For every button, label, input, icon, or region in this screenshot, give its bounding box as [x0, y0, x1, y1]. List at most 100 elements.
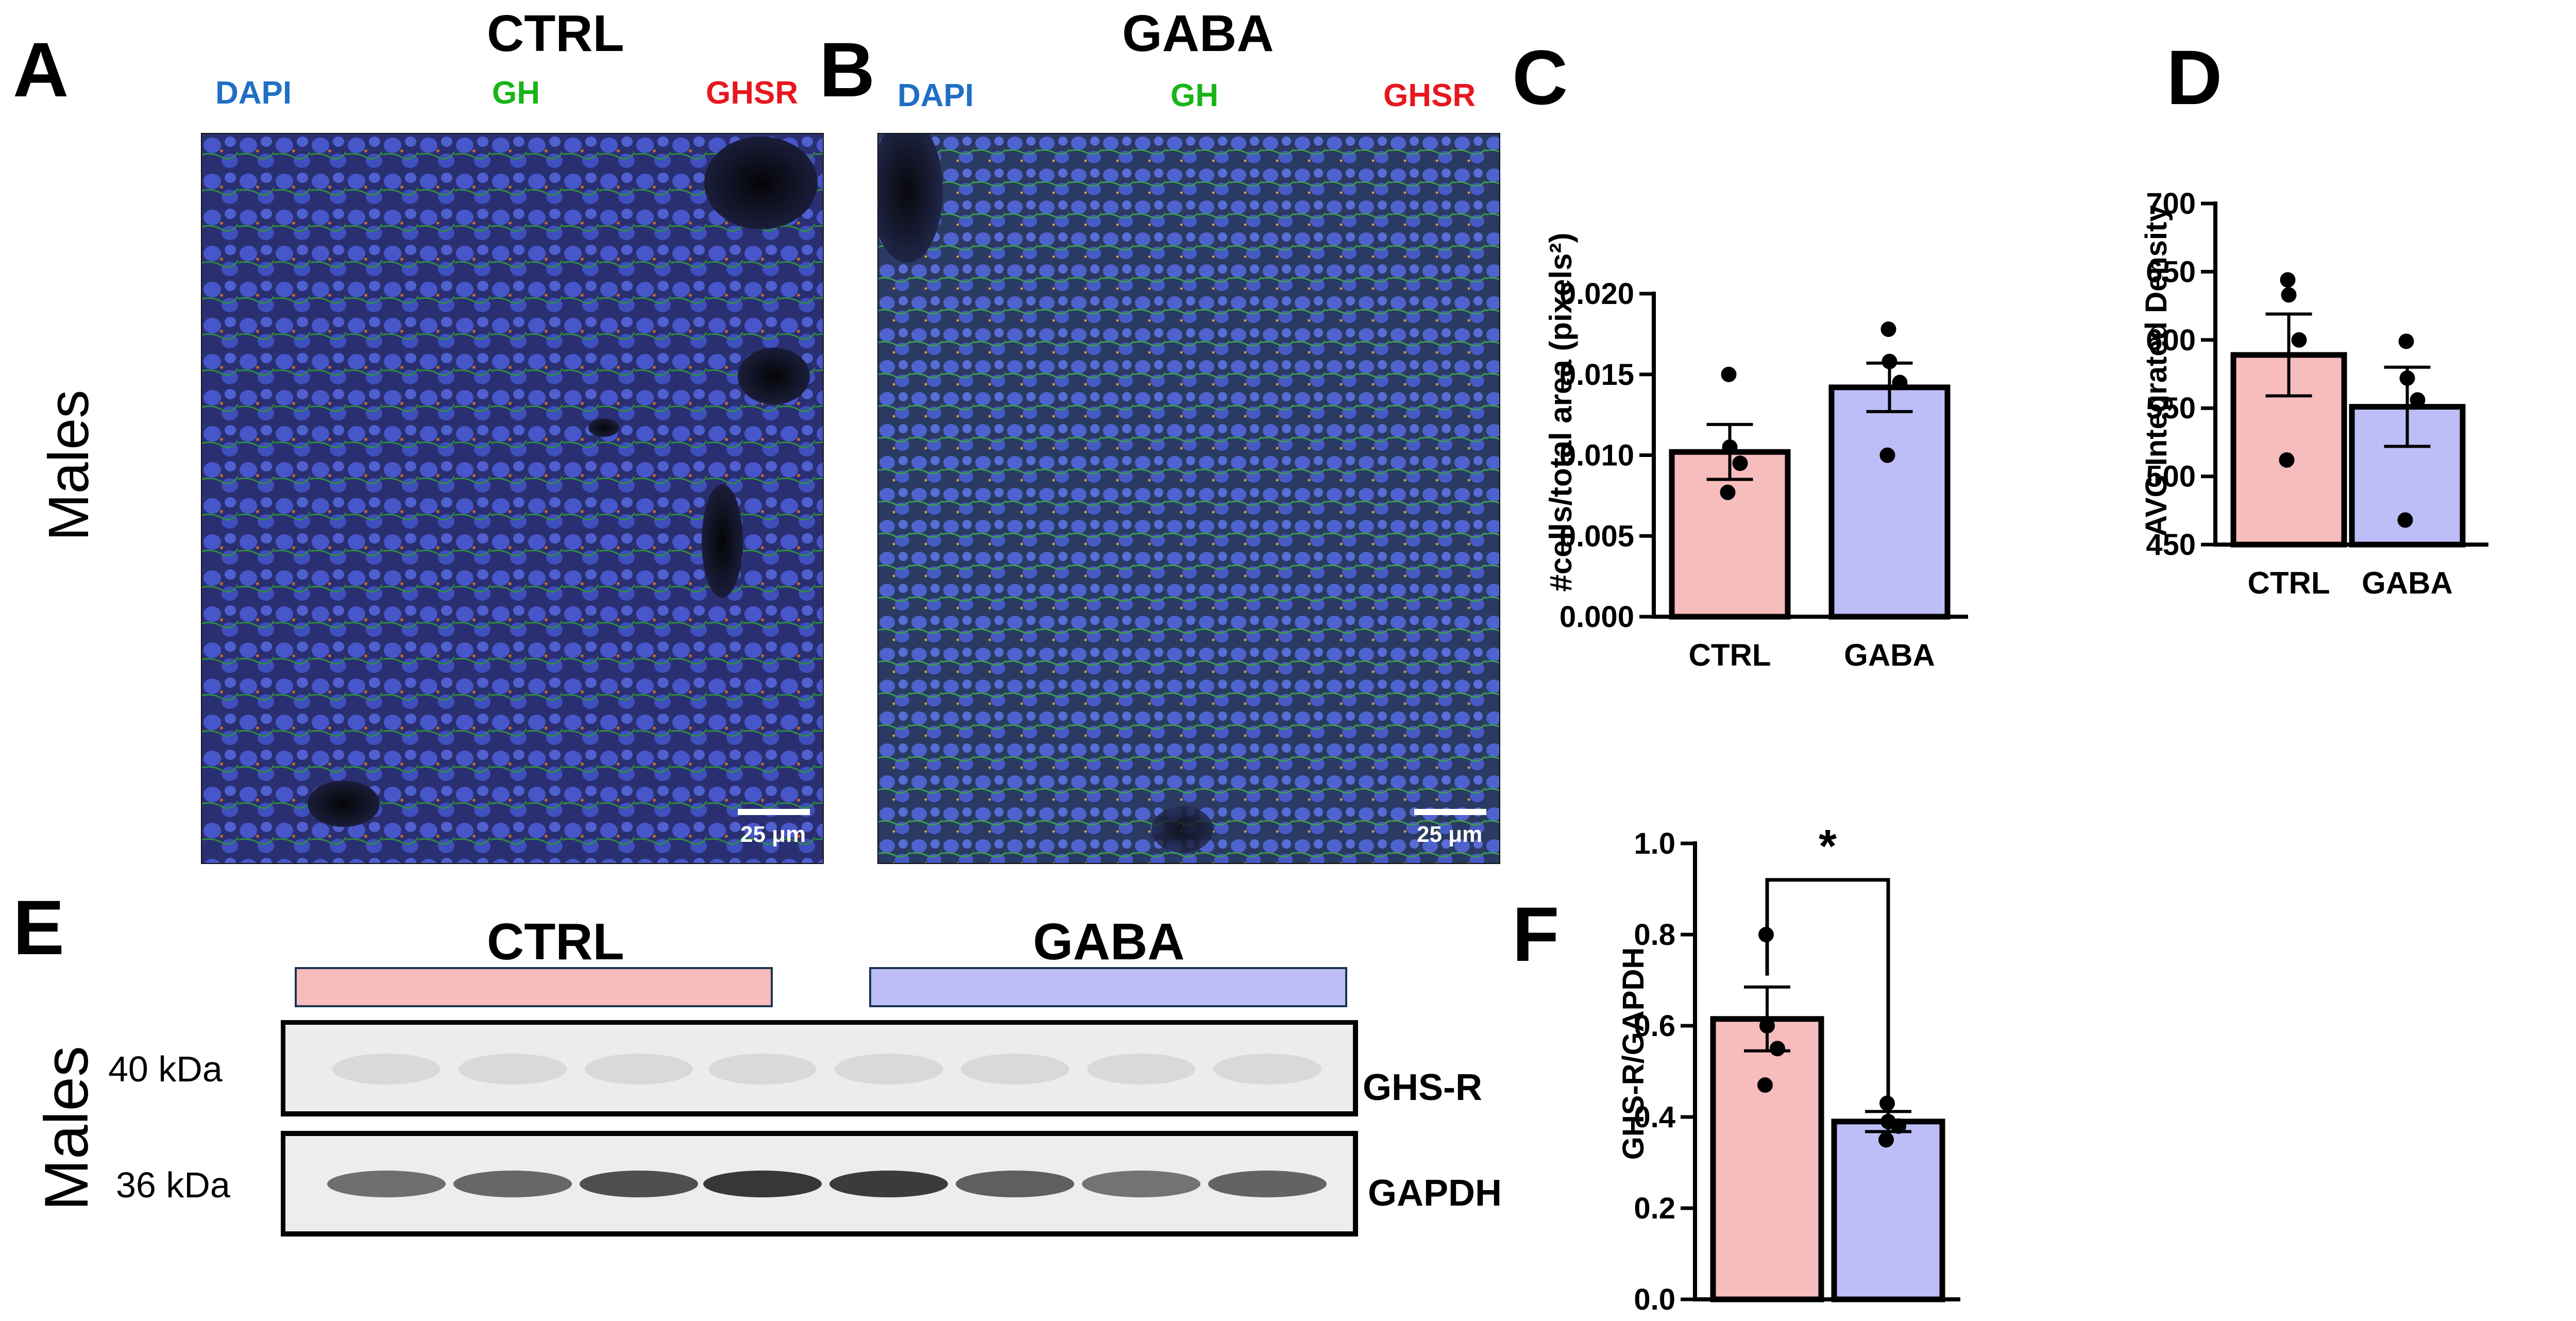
d-y-axis-label: AVG Integrated Density: [2140, 205, 2173, 537]
f-y-tick-label: 0.6: [1634, 1009, 1675, 1043]
f-y-axis-label: GHS-R/GAPDH: [1617, 947, 1650, 1160]
d-data-point: [2397, 512, 2413, 528]
panel-letter-f: F: [1512, 891, 1560, 977]
gapdh-band: [1208, 1171, 1327, 1197]
ghsr-band: [835, 1054, 943, 1085]
c-x-label-gaba: GABA: [1844, 638, 1935, 672]
panel-a-ghsr-label: GHSR: [706, 75, 799, 111]
scale-bar-gaba-label: 25 μm: [1417, 822, 1483, 847]
panel-a-gh-label: GH: [492, 75, 540, 111]
d-x-label-ctrl: CTRL: [2248, 566, 2330, 600]
micrograph-gaba: 25 μm: [877, 133, 1500, 864]
western-gaba-label: GABA: [1033, 913, 1185, 971]
panel-letter-b: B: [819, 26, 875, 113]
f-bar-gaba: [1831, 1119, 1945, 1302]
scale-bar-gaba: [1414, 809, 1486, 815]
western-ctrl-group-bar: [295, 967, 773, 1007]
c-data-point: [1879, 447, 1895, 463]
row-label-males-bottom: Males: [32, 1045, 101, 1211]
c-data-point: [1721, 366, 1737, 382]
chart-c: 0.000 0.005 0.010 0.015 0.020 CTRL GABA #cells/…: [1544, 233, 1968, 672]
c-data-point: [1732, 455, 1748, 471]
f-y-tick-label: 0.8: [1634, 918, 1675, 952]
gapdh-band: [956, 1171, 1074, 1197]
d-data-point: [2281, 287, 2297, 303]
f-y-tick-label: 0.2: [1634, 1192, 1675, 1225]
panel-letter-d: D: [2166, 34, 2223, 121]
f-y-tick-label: 1.0: [1634, 827, 1675, 860]
panel-letter-c: C: [1512, 34, 1568, 121]
f-bar-ctrl: [1710, 1016, 1824, 1302]
ghsr-band: [1087, 1054, 1195, 1085]
kda-36-label: 36 kDa: [116, 1165, 230, 1205]
ghsr-band: [585, 1054, 693, 1085]
micrograph-ctrl-image: [202, 134, 823, 863]
d-data-point: [2410, 392, 2426, 408]
f-data-point: [1879, 1095, 1895, 1111]
f-data-point: [1757, 1077, 1773, 1093]
f-data-point: [1770, 1041, 1785, 1057]
f-data-point: [1891, 1118, 1906, 1134]
kda-40-label: 40 kDa: [108, 1049, 223, 1089]
panel-b-title: GABA: [1122, 5, 1274, 62]
western-ctrl-label: CTRL: [487, 913, 624, 971]
panel-b-ghsr-label: GHSR: [1383, 78, 1476, 113]
panel-a-dapi-label: DAPI: [215, 75, 292, 111]
gapdh-band: [327, 1171, 446, 1197]
scale-bar-ctrl: [738, 809, 810, 815]
c-bar-gaba: [1828, 384, 1951, 620]
ghsr-band: [961, 1054, 1069, 1085]
panel-b-dapi-label: DAPI: [897, 78, 974, 113]
c-data-point: [1882, 353, 1897, 369]
band-label-gapdh: GAPDH: [1368, 1173, 1502, 1214]
ghsr-band: [708, 1054, 817, 1085]
f-y-tick-label: 0.4: [1634, 1100, 1675, 1134]
ghsr-band: [332, 1054, 440, 1085]
c-y-tick-label: 0.020: [1560, 277, 1634, 311]
d-y-tick-label: 500: [2146, 460, 2196, 494]
d-data-point: [2279, 452, 2295, 468]
c-x-label-ctrl: CTRL: [1689, 638, 1771, 672]
band-label-ghsr: GHS-R: [1363, 1067, 1482, 1108]
f-y-tick-label: 0.0: [1634, 1283, 1675, 1316]
d-y-tick-label: 550: [2146, 392, 2196, 425]
chart-d: 450 500 550 600 650 700 CTRL GABA AVG Integrated…: [2140, 187, 2488, 600]
gapdh-band: [1082, 1171, 1200, 1197]
panel-b-gh-label: GH: [1171, 78, 1218, 113]
c-y-tick-label: 0.005: [1560, 519, 1634, 553]
d-data-point: [2398, 333, 2414, 349]
d-y-tick-label: 450: [2146, 528, 2196, 562]
c-y-tick-label: 0.010: [1560, 439, 1634, 472]
d-y-tick-label: 600: [2146, 324, 2196, 357]
f-data-point: [1759, 1018, 1775, 1034]
ghsr-band: [459, 1054, 567, 1085]
d-x-label-gaba: GABA: [2362, 566, 2453, 600]
blot-ghsr-frame: [281, 1020, 1358, 1116]
c-data-point: [1720, 484, 1736, 500]
c-y-tick-label: 0.000: [1560, 600, 1634, 634]
c-data-point: [1892, 375, 1908, 391]
row-label-males-top: Males: [37, 389, 100, 541]
gapdh-band: [703, 1171, 822, 1197]
c-y-axis-label: #cells/total area (pixels²): [1544, 233, 1578, 592]
micrograph-ctrl: 25 μm: [201, 133, 824, 864]
gapdh-band: [829, 1171, 948, 1197]
micrograph-gaba-image: [878, 134, 1499, 863]
scale-bar-ctrl-label: 25 μm: [740, 822, 806, 847]
f-data-point: [1878, 1132, 1894, 1148]
d-y-tick-label: 700: [2146, 187, 2196, 221]
d-data-point: [2291, 332, 2307, 348]
f-significance-star: *: [1819, 821, 1837, 872]
ghsr-band: [1213, 1054, 1321, 1085]
western-gaba-group-bar: [869, 967, 1347, 1007]
d-data-point: [2399, 370, 2415, 386]
c-data-point: [1722, 439, 1738, 455]
f-significance-bracket: [1765, 878, 1890, 1099]
d-data-point: [2280, 272, 2296, 288]
d-y-tick-label: 650: [2146, 255, 2196, 289]
c-data-point: [1880, 321, 1896, 337]
gapdh-band: [580, 1171, 698, 1197]
panel-letter-e: E: [13, 884, 65, 971]
panel-letter-a: A: [13, 26, 69, 113]
chart-f: 0.00.20.40.60.81.0CTRLGABAGHS-R/GAPDH*: [1617, 821, 1960, 1316]
